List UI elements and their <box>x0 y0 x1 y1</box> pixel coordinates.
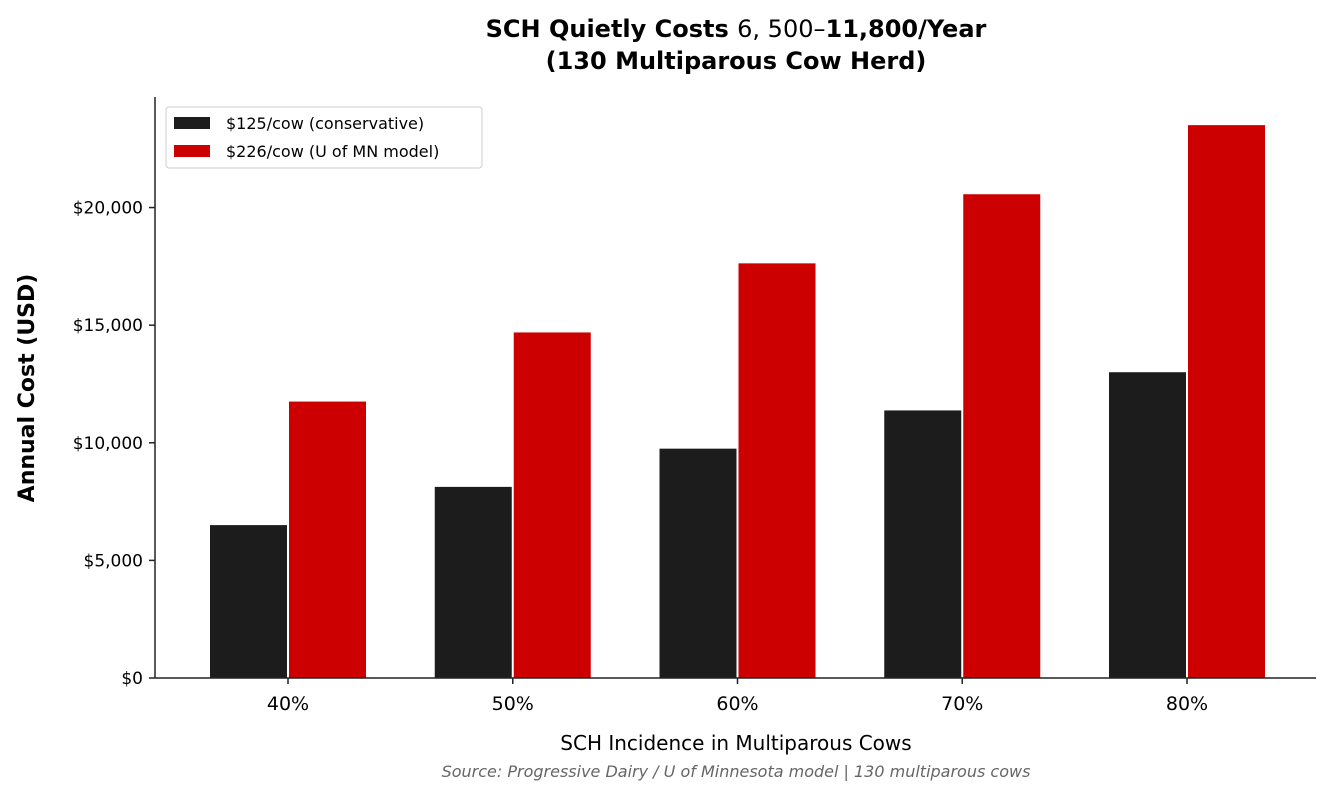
legend-swatch-conservative <box>174 117 210 129</box>
title-part-3: 11,800/Year <box>826 15 987 43</box>
y-axis-ticks: $0 $5,000 $10,000 $15,000 $20,000 <box>73 199 155 689</box>
legend-label-conservative: $125/cow (conservative) <box>226 114 424 133</box>
x-axis-label: SCH Incidence in Multiparous Cows <box>560 731 911 755</box>
y-tick-label: $0 <box>121 669 143 689</box>
bar-conservative-60pct <box>659 448 737 678</box>
bar-umn-model-70pct <box>963 194 1041 678</box>
bar-umn-model-80pct <box>1188 125 1265 678</box>
y-tick-label: $10,000 <box>73 434 143 454</box>
legend-box <box>165 106 483 169</box>
legend: $125/cow (conservative) $226/cow (U of M… <box>165 106 483 169</box>
source-note: Source: Progressive Dairy / U of Minneso… <box>442 762 1031 781</box>
x-tick-label: 70% <box>941 693 983 715</box>
x-tick-label: 40% <box>267 693 309 715</box>
title-part-1: SCH Quietly Costs <box>486 15 738 43</box>
y-tick-label: $5,000 <box>84 551 143 571</box>
bar-conservative-50pct <box>434 486 512 678</box>
bar-umn-model-60pct <box>738 263 816 678</box>
legend-swatch-umn-model <box>174 145 210 157</box>
bar-conservative-70pct <box>884 410 962 678</box>
legend-label-umn-model: $226/cow (U of MN model) <box>226 142 439 161</box>
x-tick-label: 80% <box>1166 693 1208 715</box>
x-tick-label: 60% <box>716 693 758 715</box>
bars-group <box>210 125 1265 678</box>
bar-conservative-80pct <box>1109 372 1186 678</box>
bar-umn-model-40pct <box>289 401 366 678</box>
chart-title-line2: (130 Multiparous Cow Herd) <box>546 47 927 75</box>
title-part-2: 6, 500– <box>737 15 825 43</box>
bar-umn-model-50pct <box>513 332 591 678</box>
x-axis-ticks: 40% 50% 60% 70% 80% <box>267 678 1208 715</box>
y-tick-label: $15,000 <box>73 316 143 336</box>
y-tick-label: $20,000 <box>73 199 143 219</box>
x-tick-label: 50% <box>492 693 534 715</box>
chart-title-line1: SCH Quietly Costs 6, 500–11,800/Year <box>486 15 987 43</box>
bar-conservative-40pct <box>210 525 287 678</box>
y-axis-label: Annual Cost (USD) <box>15 274 40 503</box>
